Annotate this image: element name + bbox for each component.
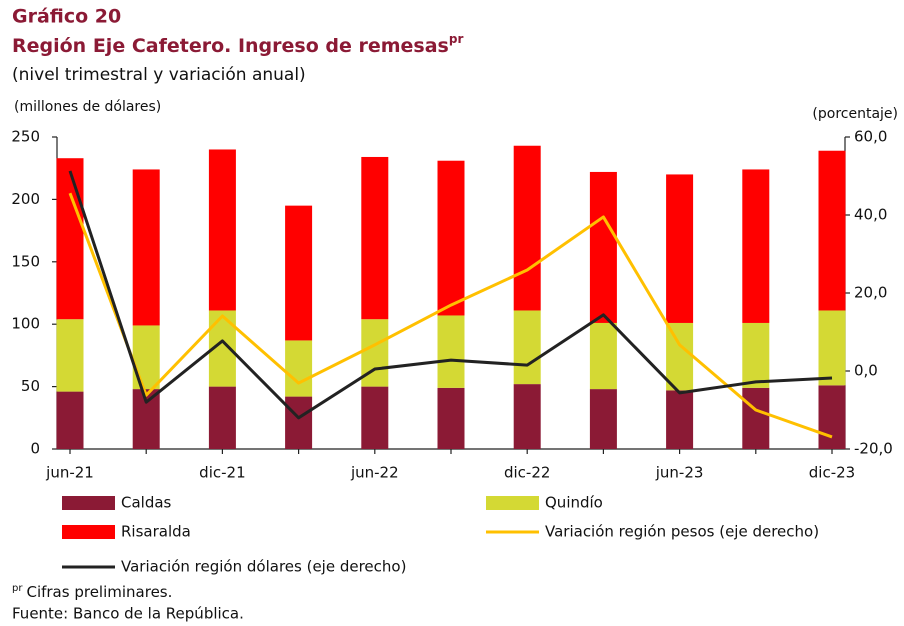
title-sup: pr <box>449 32 464 46</box>
legend-swatch <box>62 525 115 539</box>
bar <box>742 169 770 323</box>
bar <box>56 158 84 320</box>
x-tick-label: jun-23 <box>655 464 704 482</box>
bar <box>285 205 313 341</box>
y-tick-label: 150 <box>11 252 40 270</box>
bar <box>361 156 389 320</box>
bar <box>742 387 770 449</box>
bar <box>666 390 694 449</box>
footnote-mark: pr <box>12 583 23 594</box>
y-tick-label: 50 <box>21 377 40 395</box>
y-tick-label: 100 <box>11 315 40 333</box>
legend-label: Variación región pesos (eje derecho) <box>545 523 819 541</box>
bar <box>437 387 465 449</box>
bar <box>589 322 617 390</box>
bar <box>361 386 389 449</box>
legend-label: Caldas <box>121 494 172 512</box>
legend-swatch <box>62 496 115 510</box>
subtitle: (nivel trimestral y variación anual) <box>12 65 306 85</box>
y2-tick-label: 0,0 <box>854 362 878 380</box>
bar <box>818 150 846 311</box>
legend-swatch <box>486 496 539 510</box>
bar <box>589 389 617 449</box>
x-tick-label: jun-21 <box>45 464 94 482</box>
bar <box>437 315 465 388</box>
legend-label: Quindío <box>545 494 603 512</box>
bar <box>666 322 694 391</box>
y2-tick-label: 40,0 <box>854 206 887 224</box>
bar <box>818 385 846 449</box>
bar <box>513 384 541 449</box>
x-tick-label: jun-22 <box>350 464 399 482</box>
bar <box>513 310 541 385</box>
y-axis-label: (millones de dólares) <box>14 99 161 115</box>
x-tick-label: dic-23 <box>809 464 855 482</box>
title-text: Región Eje Cafetero. Ingreso de remesas <box>12 35 449 57</box>
y2-axis-label: (porcentaje) <box>812 106 898 122</box>
bar <box>818 310 846 386</box>
bar <box>437 160 465 316</box>
chart-kicker: Gráfico 20 <box>12 6 121 28</box>
x-tick-label: dic-22 <box>504 464 550 482</box>
x-tick-label: dic-21 <box>199 464 245 482</box>
y-tick-label: 0 <box>30 440 40 458</box>
line-series <box>68 192 833 439</box>
legend-label: Variación región dólares (eje derecho) <box>121 558 406 576</box>
bar <box>666 174 694 323</box>
footnote-text: Cifras preliminares. <box>26 583 172 601</box>
source: Fuente: Banco de la República. <box>12 605 244 623</box>
line-series <box>68 170 833 420</box>
bar <box>513 145 541 311</box>
bar <box>589 171 617 323</box>
footnote: pr Cifras preliminares. <box>12 583 172 601</box>
bar <box>132 169 160 326</box>
bar <box>208 386 236 449</box>
bar <box>742 322 770 388</box>
bar <box>132 325 160 390</box>
y-tick-label: 250 <box>11 128 40 146</box>
y2-tick-label: 20,0 <box>854 284 887 302</box>
bar <box>285 396 313 449</box>
bar <box>285 340 313 397</box>
bar <box>56 391 84 449</box>
bar <box>56 319 84 392</box>
legend-label: Risaralda <box>121 523 191 541</box>
bar <box>208 149 236 311</box>
y-tick-label: 200 <box>11 190 40 208</box>
y2-tick-label: 60,0 <box>854 128 887 146</box>
chart-title: Región Eje Cafetero. Ingreso de remesasp… <box>12 32 463 57</box>
y2-tick-label: -20,0 <box>854 440 893 458</box>
